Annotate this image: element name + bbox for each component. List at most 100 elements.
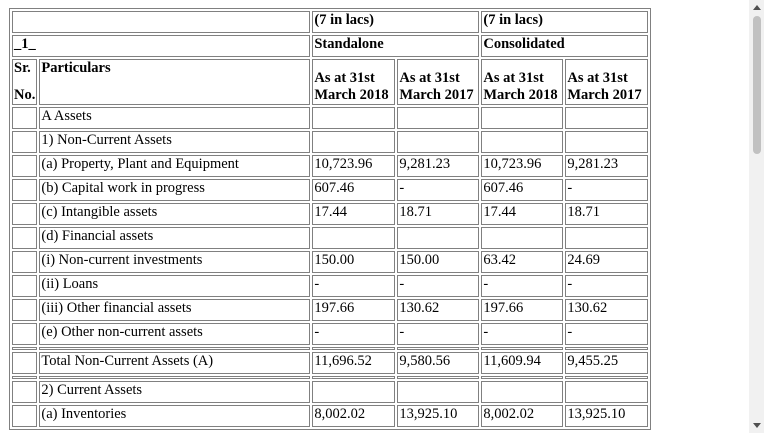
col-consolidated-2018: As at 31st March 2018 xyxy=(481,59,564,105)
table-row: (d) Financial assets xyxy=(12,227,649,249)
value-cell: 130.62 xyxy=(565,299,649,321)
arrow-down-icon xyxy=(752,423,761,428)
value-cell: - xyxy=(565,179,649,201)
separator-cell xyxy=(565,376,649,379)
separator-cell xyxy=(397,347,480,350)
vertical-scrollbar[interactable] xyxy=(749,0,764,433)
standalone-header: Standalone xyxy=(312,35,480,57)
separator-row xyxy=(12,347,649,350)
particulars-cell: 2) Current Assets xyxy=(39,381,311,403)
separator-cell xyxy=(397,376,480,379)
particulars-header: Particulars xyxy=(39,59,311,105)
particulars-cell: (b) Capital work in progress xyxy=(39,179,311,201)
col4-line1: As at 31st xyxy=(567,70,628,86)
separator-cell xyxy=(312,347,396,350)
table-row: (c) Intangible assets 17.44 18.71 17.44 18.7… xyxy=(12,203,649,225)
standalone-unit: (7 in lacs) xyxy=(312,11,480,33)
value-cell: 10,723.96 xyxy=(481,155,564,177)
value-cell: 197.66 xyxy=(312,299,396,321)
value-cell: 150.00 xyxy=(397,251,480,273)
value-cell: 9,580.56 xyxy=(397,352,480,374)
separator-cell xyxy=(39,376,311,379)
table-row: (i) Non-current investments 150.00 150.00 6… xyxy=(12,251,649,273)
value-cell xyxy=(312,227,396,249)
table-row: (iii) Other financial assets 197.66 130.62… xyxy=(12,299,649,321)
value-cell: 10,723.96 xyxy=(312,155,396,177)
sr-cell xyxy=(12,227,38,249)
balance-sheet-table: (7 in lacs) (7 in lacs) _1_ Standalone C… xyxy=(9,8,652,430)
col4-line2: March 2017 xyxy=(567,87,642,103)
value-cell: 9,455.25 xyxy=(565,352,649,374)
sr-cell xyxy=(12,251,38,273)
value-cell xyxy=(312,131,396,153)
value-cell: - xyxy=(397,179,480,201)
table-row: 1) Non-Current Assets xyxy=(12,131,649,153)
particulars-cell: (d) Financial assets xyxy=(39,227,311,249)
total-row: Total Non-Current Assets (A) 11,696.52 9,5… xyxy=(12,352,649,374)
separator-cell xyxy=(565,347,649,350)
value-cell: 130.62 xyxy=(397,299,480,321)
consolidated-header: Consolidated xyxy=(481,35,649,57)
separator-cell xyxy=(312,376,396,379)
value-cell xyxy=(481,131,564,153)
sr-cell xyxy=(12,275,38,297)
col3-line2: March 2018 xyxy=(483,87,558,103)
page-marker: _1_ xyxy=(12,35,311,57)
particulars-cell: (iii) Other financial assets xyxy=(39,299,311,321)
table-row: (ii) Loans - - - - xyxy=(12,275,649,297)
value-cell: - xyxy=(565,275,649,297)
particulars-cell: A Assets xyxy=(39,107,311,129)
table-row: (a) Property, Plant and Equipment 10,723.… xyxy=(12,155,649,177)
sr-cell xyxy=(12,155,38,177)
value-cell: 607.46 xyxy=(312,179,396,201)
column-header-row: Sr. No. Particulars As at 31st March 2018 … xyxy=(12,59,649,105)
table-row: (b) Capital work in progress 607.46-607.4… xyxy=(12,179,649,201)
value-cell: 9,281.23 xyxy=(565,155,649,177)
scroll-down-button[interactable] xyxy=(749,418,764,433)
value-cell xyxy=(481,227,564,249)
value-cell xyxy=(397,131,480,153)
particulars-cell: (a) Inventories xyxy=(39,405,311,427)
sr-cell xyxy=(12,179,38,201)
scroll-thumb[interactable] xyxy=(753,16,761,154)
arrow-up-icon xyxy=(752,5,761,10)
group-header-row: _1_ Standalone Consolidated xyxy=(12,35,649,57)
sr-cell xyxy=(12,381,38,403)
value-cell xyxy=(312,107,396,129)
value-cell: 11,696.52 xyxy=(312,352,396,374)
value-cell xyxy=(397,107,480,129)
table-row: (e) Other non-current assets - - - - xyxy=(12,323,649,345)
value-cell: - xyxy=(312,323,396,345)
particulars-cell: (ii) Loans xyxy=(39,275,311,297)
consolidated-unit: (7 in lacs) xyxy=(481,11,649,33)
value-cell: 8,002.02 xyxy=(312,405,396,427)
particulars-cell: (i) Non-current investments xyxy=(39,251,311,273)
value-cell: - xyxy=(397,323,480,345)
value-cell: 13,925.10 xyxy=(565,405,649,427)
col2-line2: March 2017 xyxy=(399,87,474,103)
separator-cell xyxy=(481,376,564,379)
value-cell xyxy=(565,381,649,403)
particulars-cell: (a) Property, Plant and Equipment xyxy=(39,155,311,177)
value-cell xyxy=(397,381,480,403)
no-line: No. xyxy=(14,87,36,103)
value-cell: 13,925.10 xyxy=(397,405,480,427)
blank-cell xyxy=(12,11,311,33)
separator-cell xyxy=(12,347,38,350)
value-cell: 18.71 xyxy=(565,203,649,225)
sr-line: Sr. xyxy=(14,60,31,76)
value-cell: 18.71 xyxy=(397,203,480,225)
col1-line2: March 2018 xyxy=(314,87,389,103)
value-cell: - xyxy=(312,275,396,297)
value-cell: 9,281.23 xyxy=(397,155,480,177)
separator-cell xyxy=(39,347,311,350)
particulars-cell: (c) Intangible assets xyxy=(39,203,311,225)
sr-cell xyxy=(12,107,38,129)
sr-cell xyxy=(12,131,38,153)
sr-cell xyxy=(12,299,38,321)
table-row: (a) Inventories 8,002.02 13,925.10 8,002.02… xyxy=(12,405,649,427)
value-cell: 24.69 xyxy=(565,251,649,273)
scroll-up-button[interactable] xyxy=(749,0,764,15)
col1-line1: As at 31st xyxy=(314,70,375,86)
